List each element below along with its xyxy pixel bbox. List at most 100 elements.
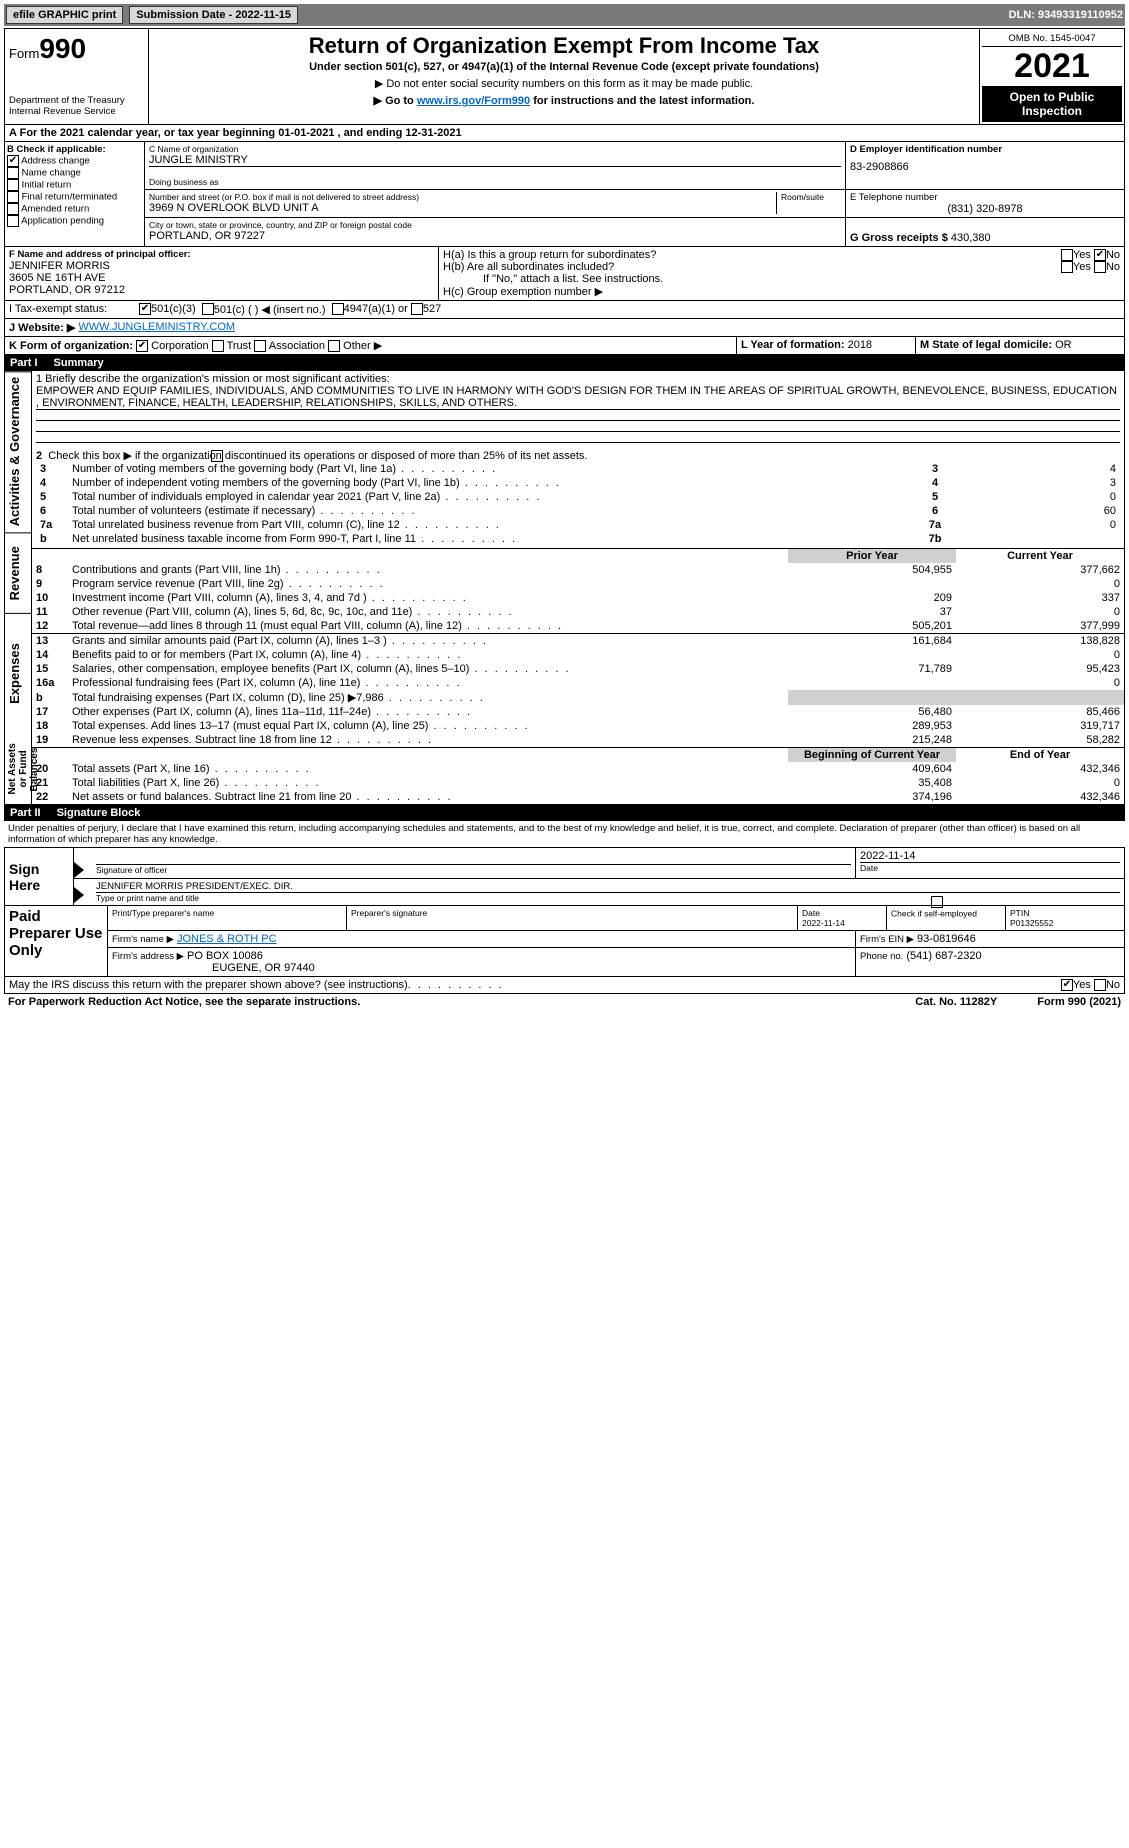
- table-row: 8Contributions and grants (Part VIII, li…: [32, 563, 1124, 577]
- firm-ein: 93-0819646: [917, 933, 976, 945]
- check-name-label: Name change: [22, 168, 81, 179]
- firm-ein-label: Firm's EIN ▶: [860, 934, 914, 945]
- part1-body: Activities & Governance Revenue Expenses…: [4, 371, 1125, 805]
- goto-post: for instructions and the latest informat…: [530, 95, 754, 107]
- part2-label: Part II: [10, 807, 41, 819]
- check-4947[interactable]: [332, 303, 344, 315]
- ptin-label: PTIN: [1010, 908, 1029, 918]
- check-501c[interactable]: [202, 303, 214, 315]
- part2-header: Part II Signature Block: [4, 805, 1125, 821]
- c-label-txt: 501(c) ( ) ◀ (insert no.): [214, 303, 326, 316]
- check-corp[interactable]: [136, 340, 148, 352]
- form-title: Return of Organization Exempt From Incom…: [153, 33, 975, 59]
- irs-link[interactable]: www.irs.gov/Form990: [417, 95, 530, 107]
- omb-no: OMB No. 1545-0047: [982, 31, 1122, 47]
- cat-no: Cat. No. 11282Y: [915, 996, 997, 1008]
- sig-officer-label: Signature of officer: [96, 865, 851, 875]
- check-501c3[interactable]: [139, 303, 151, 315]
- street-label: Number and street (or P.O. box if mail i…: [149, 192, 776, 202]
- form-number: Form990: [9, 33, 144, 65]
- table-row: 15Salaries, other compensation, employee…: [32, 662, 1124, 676]
- check-self-employed[interactable]: [931, 896, 943, 908]
- city: PORTLAND, OR 97227: [149, 230, 841, 242]
- s527-label: 527: [423, 303, 441, 316]
- dots: [408, 979, 1061, 991]
- line2-text: Check this box ▶ if the organization dis…: [48, 450, 587, 462]
- check-other[interactable]: [328, 340, 340, 352]
- check-527[interactable]: [411, 303, 423, 315]
- firm-name[interactable]: JONES & ROTH PC: [177, 933, 277, 945]
- efile-label: efile GRAPHIC print: [6, 6, 123, 24]
- no-label2: No: [1106, 261, 1120, 273]
- sign-here-label: Sign Here: [5, 848, 74, 905]
- street: 3969 N OVERLOOK BLVD UNIT A: [149, 202, 776, 214]
- form-no: 990: [39, 33, 86, 64]
- table-row: 20Total assets (Part X, line 16)409,6044…: [32, 762, 1124, 776]
- line2-checkbox[interactable]: [211, 450, 223, 462]
- check-addr-label: Address change: [21, 156, 90, 167]
- website-link[interactable]: WWW.JUNGLEMINISTRY.COM: [78, 321, 235, 334]
- table-row: 11Other revenue (Part VIII, column (A), …: [32, 605, 1124, 619]
- dept-treasury: Department of the Treasury: [9, 95, 144, 106]
- paid-label: Paid Preparer Use Only: [5, 906, 108, 976]
- j-label: J Website: ▶: [9, 321, 75, 334]
- firm-addr1: PO BOX 10086: [187, 950, 263, 962]
- ha-yes[interactable]: [1061, 249, 1073, 261]
- table-row: bTotal fundraising expenses (Part IX, co…: [32, 690, 1124, 705]
- section-j: J Website: ▶ WWW.JUNGLEMINISTRY.COM: [4, 319, 1125, 337]
- yes-label2: Yes: [1073, 261, 1091, 273]
- table-row: 14Benefits paid to or for members (Part …: [32, 648, 1124, 662]
- vlabel-net: Net Assets or Fund Balances: [5, 734, 31, 805]
- table-row: 17Other expenses (Part IX, column (A), l…: [32, 705, 1124, 719]
- discuss-no[interactable]: [1094, 979, 1106, 991]
- ein: 83-2908866: [850, 161, 1120, 173]
- table-row: 10Investment income (Part VIII, column (…: [32, 591, 1124, 605]
- goto-pre: ▶ Go to: [374, 95, 417, 107]
- sig-date: 2022-11-14: [860, 850, 1120, 862]
- room-label: Room/suite: [776, 192, 841, 214]
- governance-table: 3Number of voting members of the governi…: [36, 462, 1120, 546]
- f-label: F Name and address of principal officer:: [9, 249, 434, 260]
- officer-addr2: PORTLAND, OR 97212: [9, 284, 434, 296]
- hb-no[interactable]: [1094, 261, 1106, 273]
- open-to-public: Open to Public Inspection: [982, 86, 1122, 122]
- ha-label: H(a) Is this a group return for subordin…: [443, 249, 1061, 261]
- table-row: 12Total revenue—add lines 8 through 11 (…: [32, 619, 1124, 633]
- footer: For Paperwork Reduction Act Notice, see …: [4, 994, 1125, 1010]
- table-row: 9Program service revenue (Part VIII, lin…: [32, 577, 1124, 591]
- check-amend[interactable]: [7, 203, 19, 215]
- col-prior: Prior Year: [788, 549, 956, 563]
- vlabel-rev: Revenue: [5, 532, 31, 613]
- m-label: M State of legal domicile:: [920, 339, 1052, 351]
- check-app-label: Application pending: [21, 216, 104, 227]
- discuss-label: May the IRS discuss this return with the…: [9, 979, 408, 991]
- ha-no[interactable]: [1094, 249, 1106, 261]
- table-row: 4Number of independent voting members of…: [36, 476, 1120, 490]
- check-addr[interactable]: [7, 155, 19, 167]
- check-assoc[interactable]: [254, 340, 266, 352]
- check-name[interactable]: [7, 167, 19, 179]
- table-row: 22Net assets or fund balances. Subtract …: [32, 790, 1124, 804]
- hc-label: H(c) Group exemption number ▶: [443, 285, 1120, 298]
- check-trust[interactable]: [212, 340, 224, 352]
- city-label: City or town, state or province, country…: [149, 220, 841, 230]
- col-end: End of Year: [956, 748, 1124, 762]
- table-row: 19Revenue less expenses. Subtract line 1…: [32, 733, 1124, 747]
- discuss-yes[interactable]: [1061, 979, 1073, 991]
- submission-date: Submission Date - 2022-11-15: [129, 6, 298, 24]
- check-init[interactable]: [7, 179, 19, 191]
- firm-addr-label: Firm's address ▶: [112, 951, 184, 962]
- form-header: Form990 Department of the Treasury Inter…: [4, 28, 1125, 125]
- vlabel-gov: Activities & Governance: [5, 371, 31, 531]
- c3-label: 501(c)(3): [151, 303, 196, 316]
- check-app[interactable]: [7, 215, 19, 227]
- check-final[interactable]: [7, 191, 19, 203]
- topbar: efile GRAPHIC print Submission Date - 20…: [4, 4, 1125, 26]
- part1-label: Part I: [10, 357, 38, 369]
- check-amend-label: Amended return: [21, 204, 89, 215]
- state-domicile: OR: [1055, 339, 1072, 351]
- section-i: I Tax-exempt status: 501(c)(3) 501(c) ( …: [4, 301, 1125, 319]
- hb-yes[interactable]: [1061, 261, 1073, 273]
- yes-label: Yes: [1073, 249, 1091, 261]
- revenue-table: Prior YearCurrent Year 8Contributions an…: [32, 549, 1124, 633]
